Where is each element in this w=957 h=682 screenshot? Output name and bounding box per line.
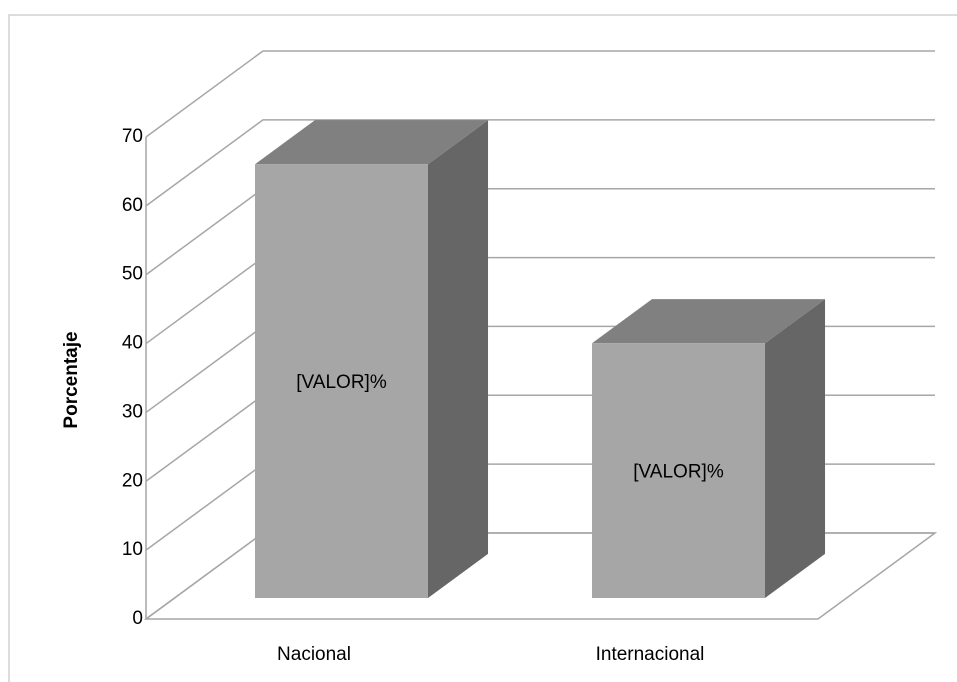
y-tick-label: 20 xyxy=(122,470,143,491)
y-tick-label: 0 xyxy=(132,608,143,629)
data-label: [VALOR]% xyxy=(296,372,387,393)
chart-border xyxy=(8,14,957,682)
y-tick-label: 10 xyxy=(122,539,143,560)
data-label: [VALOR]% xyxy=(633,462,724,483)
x-tick-label: Nacional xyxy=(277,644,351,665)
grid-line xyxy=(145,119,935,207)
bar xyxy=(255,164,428,599)
x-tick-label: Internacional xyxy=(596,644,705,665)
bar-side xyxy=(428,120,489,599)
grid-line xyxy=(145,50,935,138)
y-tick-label: 60 xyxy=(122,195,143,216)
y-tick-label: 70 xyxy=(122,126,143,147)
bar-top xyxy=(592,299,826,344)
y-tick-label: 30 xyxy=(122,401,143,422)
bar-side xyxy=(765,299,826,599)
y-tick-label: 50 xyxy=(122,264,143,285)
bar-top xyxy=(255,120,489,165)
y-tick-label: 40 xyxy=(122,333,143,354)
bar xyxy=(592,343,766,599)
y-axis-title: Porcentaje xyxy=(61,331,82,428)
